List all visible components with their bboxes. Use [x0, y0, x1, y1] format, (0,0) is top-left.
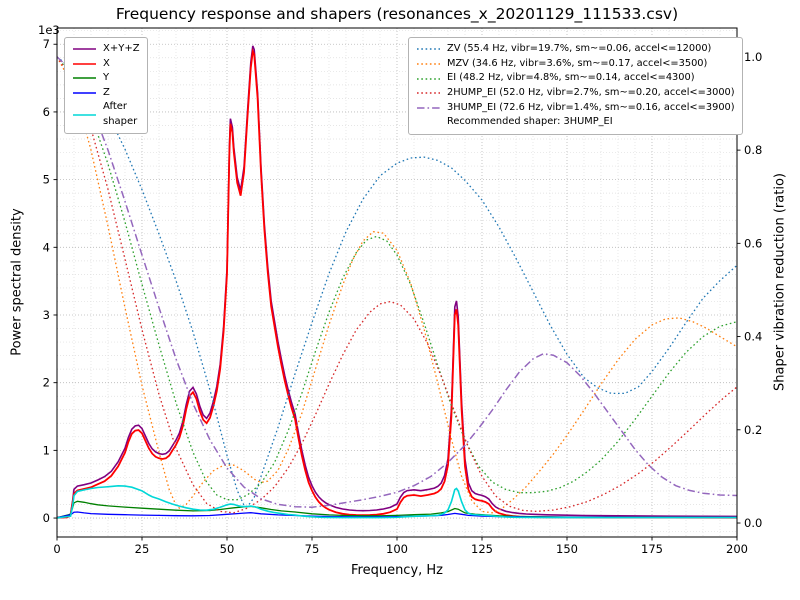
legend-psd-items: X+Y+Z X Y Z After shaper — [72, 42, 140, 129]
legend-line-sample — [417, 77, 440, 80]
x-tick-label: 0 — [53, 542, 60, 556]
y-right-tick-label: 0.8 — [744, 143, 762, 157]
x-tick-label: 125 — [471, 542, 493, 556]
legend-item-ei: EI (48.2 Hz, vibr=4.8%, sm~=0.14, accel<… — [416, 71, 735, 86]
y-right-tick-label: 0.2 — [744, 423, 762, 437]
y-left-tick-label: 1 — [43, 443, 50, 457]
legend-label: X — [103, 57, 110, 69]
series-3HUMP-EI — [57, 56, 737, 508]
legend-line-sample — [73, 77, 96, 80]
legend-line-sample — [417, 63, 440, 65]
legend-line-sample — [417, 107, 440, 109]
legend-item-mzv: MZV (34.6 Hz, vibr=3.6%, sm~=0.17, accel… — [416, 57, 735, 72]
y-left-tick-label: 3 — [43, 308, 50, 322]
legend-label: X+Y+Z — [103, 43, 140, 54]
series-lines — [57, 45, 737, 519]
legend-item-3hump-ei: 3HUMP_EI (72.6 Hz, vibr=1.4%, sm~=0.16, … — [416, 101, 735, 116]
y-left-tick-label: 4 — [43, 240, 50, 254]
legend-item-z: Z — [72, 86, 140, 101]
legend-line-sample — [73, 91, 96, 94]
legend-label: After shaper — [103, 101, 138, 127]
legend-item-sum: X+Y+Z — [72, 42, 140, 57]
y-right-tick-label: 1.0 — [744, 50, 762, 64]
legend-item-after-shaper: After shaper — [72, 100, 140, 129]
x-tick-label: 100 — [386, 542, 408, 556]
y-right-tick-label: 0.6 — [744, 236, 762, 250]
legend-label: EI (48.2 Hz, vibr=4.8%, sm~=0.14, accel<… — [447, 72, 695, 84]
x-tick-label: 175 — [641, 542, 663, 556]
series-ZV — [57, 56, 737, 508]
y-left-tick-label: 5 — [43, 173, 50, 187]
legend-shapers: ZV (55.4 Hz, vibr=19.7%, sm~=0.06, accel… — [408, 37, 743, 136]
x-tick-label: 150 — [556, 542, 578, 556]
recommended-shaper-note: Recommended shaper: 3HUMP_EI — [447, 116, 613, 128]
y-right-axis-label: Shaper vibration reduction (ratio) — [772, 173, 788, 391]
x-tick-label: 25 — [135, 542, 150, 556]
legend-item-zv: ZV (55.4 Hz, vibr=19.7%, sm~=0.06, accel… — [416, 42, 735, 57]
legend-label: 3HUMP_EI (72.6 Hz, vibr=1.4%, sm~=0.16, … — [447, 101, 735, 113]
series-2HUMP-EI — [57, 56, 737, 514]
series-X-Y-Z — [57, 45, 737, 519]
y-right-tick-label: 0.4 — [744, 330, 762, 344]
y-left-tick-label: 7 — [43, 37, 50, 51]
x-tick-label: 50 — [220, 542, 235, 556]
legend-label: MZV (34.6 Hz, vibr=3.6%, sm~=0.17, accel… — [447, 57, 708, 69]
legend-line-sample — [73, 48, 96, 51]
legend-shaper-items: ZV (55.4 Hz, vibr=19.7%, sm~=0.06, accel… — [416, 42, 735, 115]
series-After-shaper — [57, 484, 737, 519]
y-right-tick-label: 0.0 — [744, 516, 762, 530]
series-Z — [57, 511, 737, 519]
y-left-tick-label: 2 — [43, 376, 50, 390]
legend-line-sample — [73, 62, 96, 65]
chart-title: Frequency response and shapers (resonanc… — [115, 5, 679, 23]
x-axis-label: Frequency, Hz — [350, 563, 444, 578]
legend-label: ZV (55.4 Hz, vibr=19.7%, sm~=0.06, accel… — [447, 43, 712, 54]
legend-psd: X+Y+Z X Y Z After shaper — [64, 37, 148, 134]
y-left-tick-label: 6 — [43, 105, 50, 119]
legend-label: Z — [103, 86, 110, 98]
y-left-axis-label: Power spectral density — [9, 208, 25, 356]
legend-line-sample — [417, 48, 440, 51]
legend-line-sample — [73, 113, 96, 116]
y-left-tick-label: 0 — [43, 511, 50, 525]
legend-line-sample — [417, 92, 440, 95]
axis-ticks: 0 25 50 75 100 125 150 175 200 0 1 2 3 4 5 6 7 0.0 0.2 0.4 0… — [43, 37, 763, 556]
series-X — [57, 47, 737, 519]
legend-label: 2HUMP_EI (52.0 Hz, vibr=2.7%, sm~=0.20, … — [447, 87, 735, 99]
legend-item-2hump-ei: 2HUMP_EI (52.0 Hz, vibr=2.7%, sm~=0.20, … — [416, 86, 735, 101]
x-tick-label: 75 — [305, 542, 320, 556]
series-EI — [57, 56, 737, 501]
legend-item-y: Y — [72, 71, 140, 86]
legend-item-x: X — [72, 57, 140, 72]
y-axis-offset-label: 1e3 — [38, 23, 60, 37]
x-tick-label: 200 — [726, 542, 748, 556]
legend-label: Y — [103, 72, 110, 83]
